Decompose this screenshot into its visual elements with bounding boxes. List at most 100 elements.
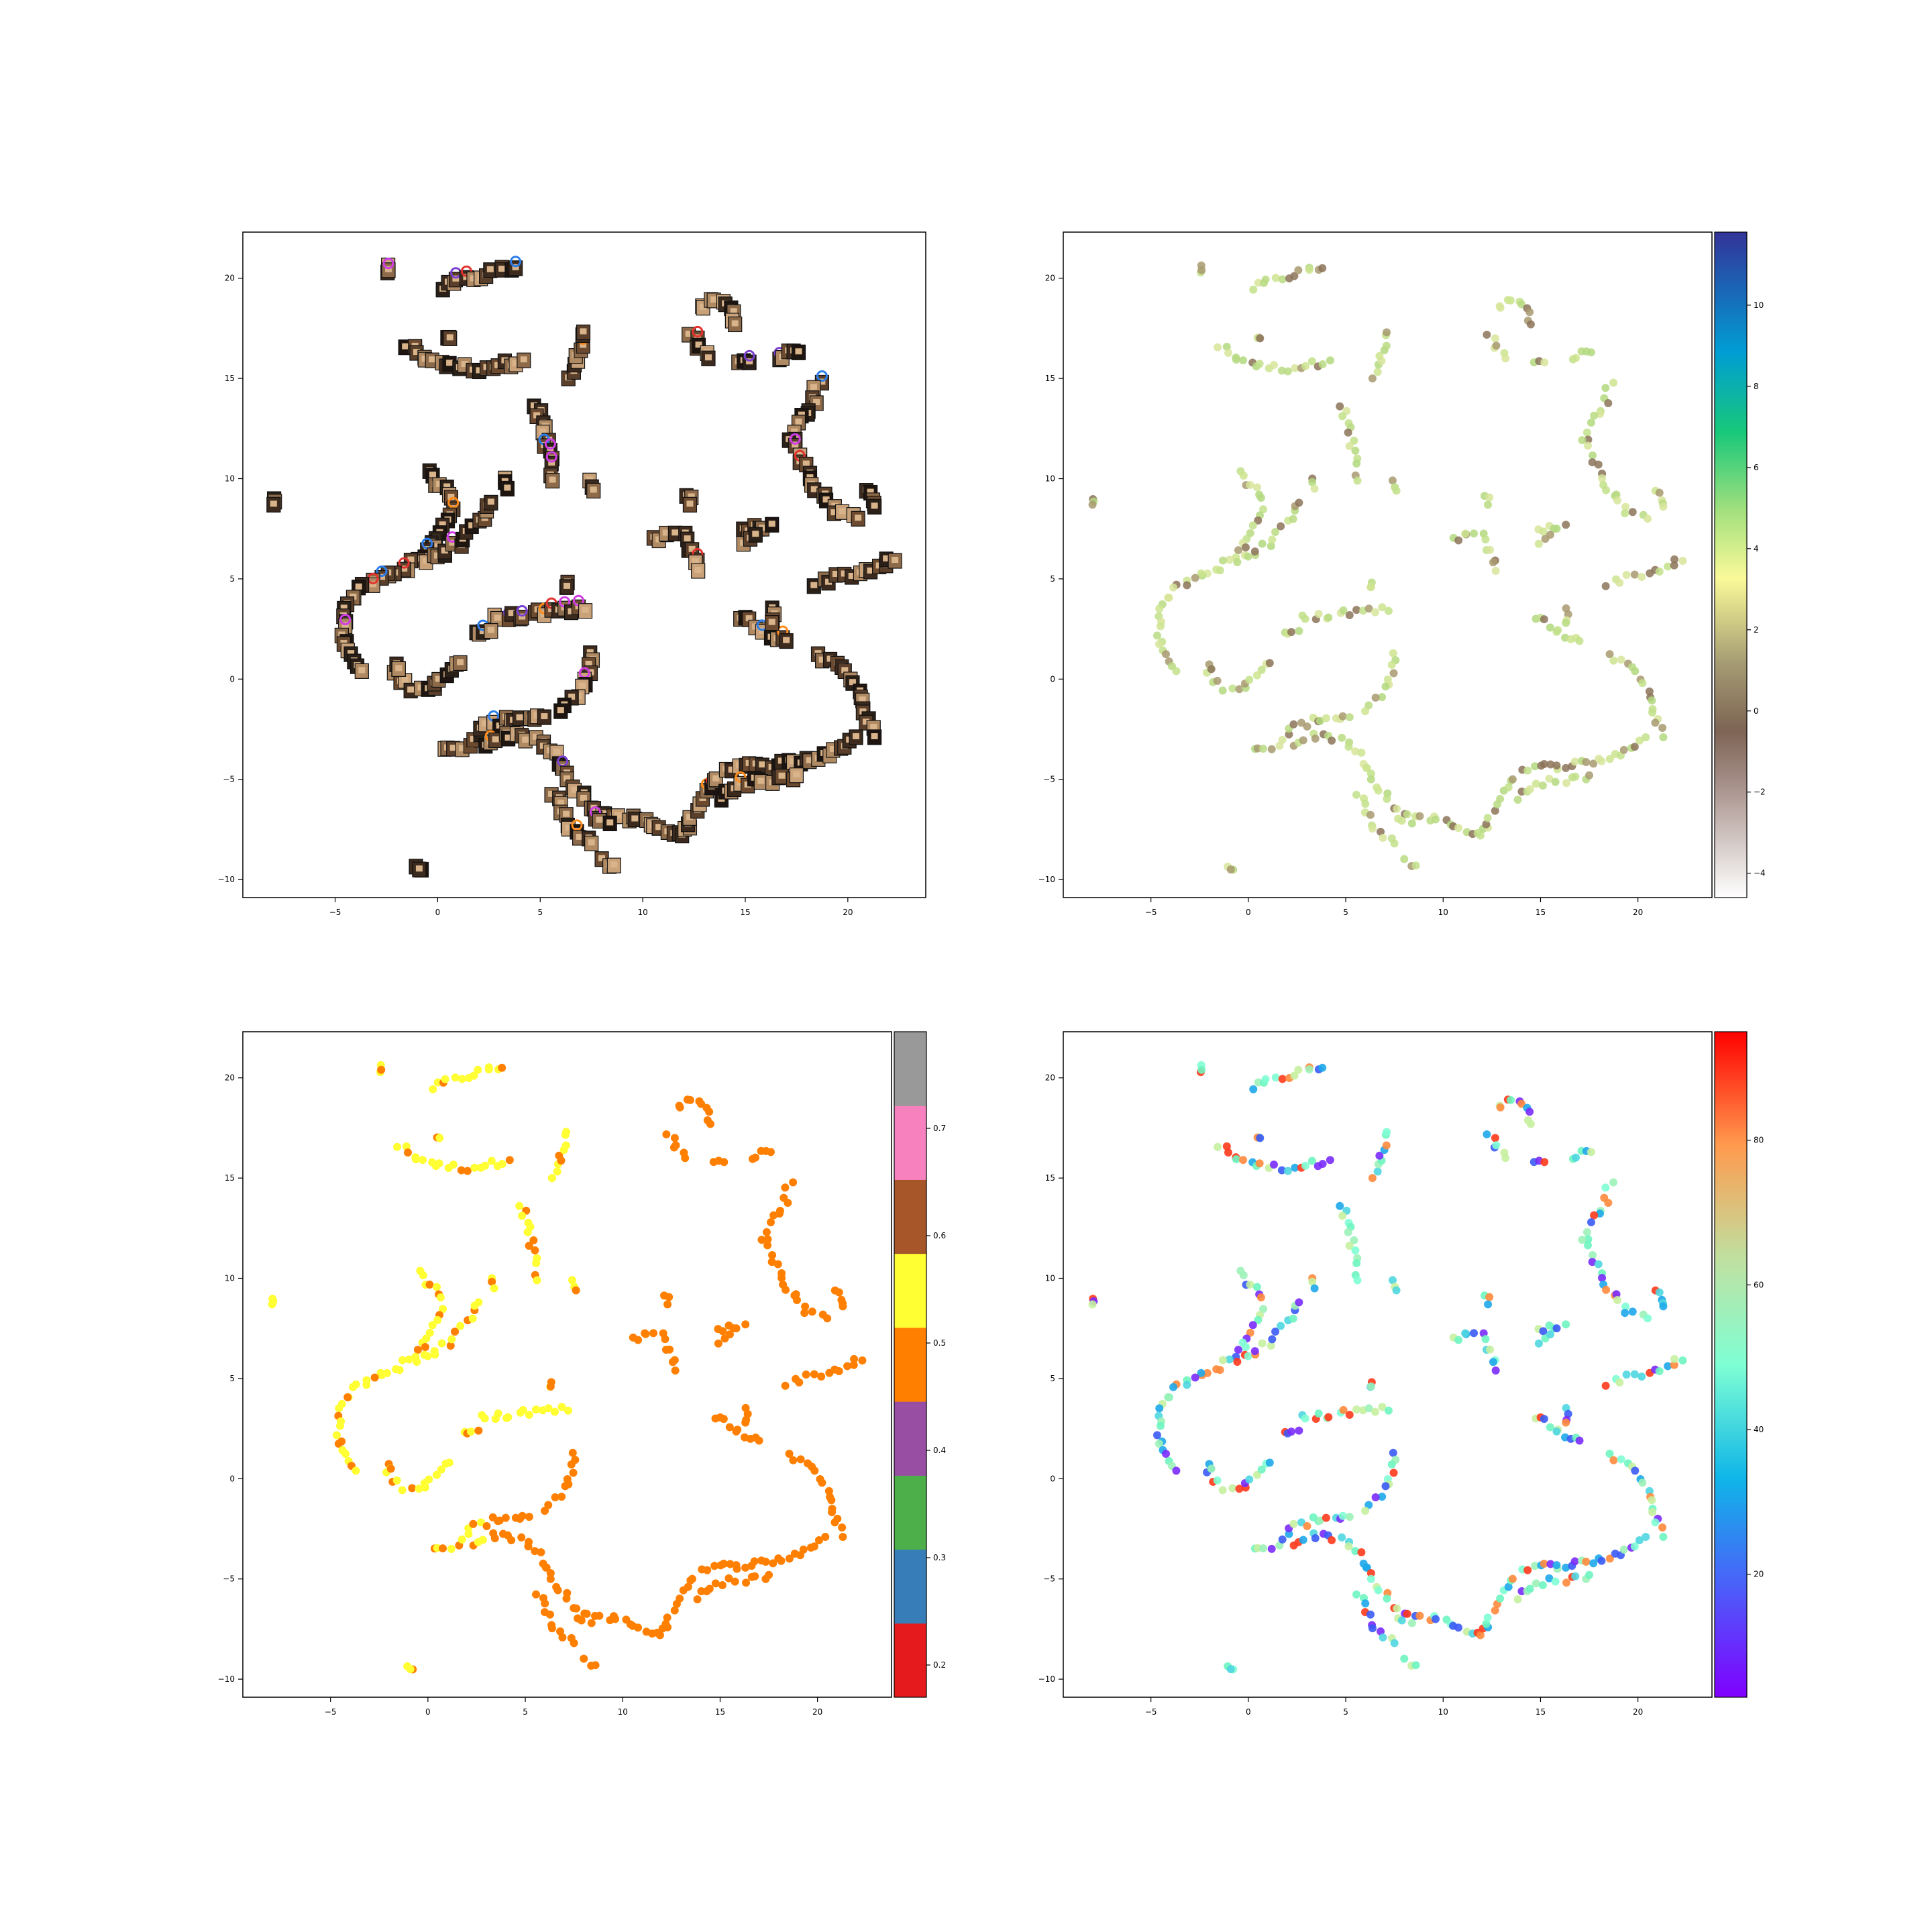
data-point: [1526, 1585, 1534, 1593]
data-point: [1208, 665, 1216, 673]
data-point: [558, 1633, 566, 1642]
y-tick-label: 15: [1045, 1173, 1055, 1183]
data-point: [731, 1578, 739, 1586]
data-point: [517, 1534, 525, 1542]
data-point: [398, 1486, 407, 1494]
data-point: [1562, 619, 1570, 627]
thumbnail-face: [705, 354, 712, 360]
data-point: [1383, 1595, 1391, 1603]
data-point: [1301, 1414, 1309, 1422]
data-point: [1658, 724, 1666, 732]
data-point: [706, 1120, 714, 1128]
data-point: [1361, 707, 1369, 715]
data-point: [1266, 1458, 1274, 1466]
data-point: [1339, 1512, 1347, 1520]
data-point: [1491, 334, 1499, 342]
y-tick-label: −10: [1038, 875, 1055, 884]
data-point: [732, 1561, 740, 1569]
data-point: [1357, 1548, 1365, 1556]
data-point: [839, 1302, 847, 1310]
data-point: [1326, 356, 1334, 364]
colorbar-band: [894, 1475, 926, 1550]
data-point: [1368, 374, 1377, 382]
data-point: [1249, 1085, 1257, 1093]
data-point: [720, 1415, 728, 1423]
data-point: [1164, 594, 1172, 602]
data-point: [592, 1661, 600, 1669]
thumbnail-face: [580, 328, 586, 334]
data-point: [1268, 535, 1276, 543]
data-point: [1552, 1578, 1560, 1586]
data-point: [1244, 553, 1252, 561]
colorbar: 0.20.30.40.50.60.7: [894, 1032, 946, 1698]
colorbar-band: [894, 1623, 926, 1698]
thumbnail-face: [446, 360, 453, 366]
data-point: [1366, 1611, 1375, 1619]
thumbnail-face: [521, 356, 527, 362]
thumbnail-face: [395, 665, 402, 671]
data-point: [564, 1407, 572, 1415]
data-point: [1583, 1228, 1591, 1236]
data-point: [1597, 1557, 1605, 1565]
data-point: [447, 1545, 455, 1553]
data-point: [1589, 1251, 1597, 1259]
data-point: [839, 1533, 847, 1541]
y-tick-label: 20: [225, 1073, 235, 1083]
data-point: [769, 1212, 777, 1220]
data-point: [641, 1330, 649, 1338]
data-point: [1507, 1096, 1515, 1104]
data-point: [1315, 1409, 1323, 1417]
data-point: [1496, 795, 1504, 803]
data-point: [548, 1174, 556, 1182]
thumbnail-face: [492, 736, 499, 742]
data-point: [1089, 1300, 1097, 1308]
data-point: [268, 1300, 276, 1308]
data-point: [1604, 1199, 1612, 1207]
thumbnail-face: [487, 266, 494, 272]
data-point: [850, 1355, 858, 1363]
colorbar-tick-label: 40: [1754, 1425, 1764, 1434]
data-point: [1432, 1615, 1440, 1623]
data-point: [1470, 529, 1478, 537]
data-point: [1587, 1218, 1595, 1226]
data-point: [1454, 1336, 1462, 1344]
data-point: [1242, 1343, 1250, 1351]
data-point: [1249, 286, 1257, 294]
data-point: [1648, 696, 1656, 704]
data-point: [413, 1358, 421, 1366]
data-point: [676, 1595, 684, 1603]
data-point: [1571, 1572, 1579, 1580]
y-tick-label: 20: [1045, 1073, 1055, 1083]
data-point: [1638, 1479, 1646, 1487]
thumbnail-face: [498, 266, 505, 272]
data-point: [1346, 1411, 1354, 1419]
data-point: [1552, 1428, 1560, 1436]
data-point: [1659, 1302, 1667, 1310]
data-point: [1670, 1355, 1678, 1363]
x-tick-label: 20: [843, 908, 853, 917]
colorbar-tick-label: 8: [1754, 382, 1759, 391]
data-point: [1400, 1655, 1408, 1663]
data-point: [663, 1613, 672, 1621]
data-point: [425, 1475, 433, 1483]
data-point: [1353, 477, 1361, 485]
data-point: [1303, 722, 1311, 731]
data-point: [1587, 348, 1595, 356]
data-point: [1485, 1293, 1493, 1301]
data-point: [533, 1277, 541, 1285]
data-point: [1501, 354, 1509, 362]
data-point: [1289, 515, 1297, 523]
y-tick-label: 0: [1050, 674, 1055, 684]
thumbnail-face: [810, 582, 817, 588]
data-point: [1367, 775, 1375, 784]
colorbar-tick-label: 60: [1754, 1280, 1764, 1289]
data-point: [458, 1536, 466, 1544]
data-point: [1540, 358, 1548, 366]
data-point: [665, 1293, 673, 1301]
data-point: [1553, 1324, 1561, 1332]
data-point: [414, 1346, 422, 1354]
data-point: [1509, 1575, 1517, 1583]
thumbnail-face: [779, 773, 786, 779]
data-point: [1629, 1307, 1637, 1316]
